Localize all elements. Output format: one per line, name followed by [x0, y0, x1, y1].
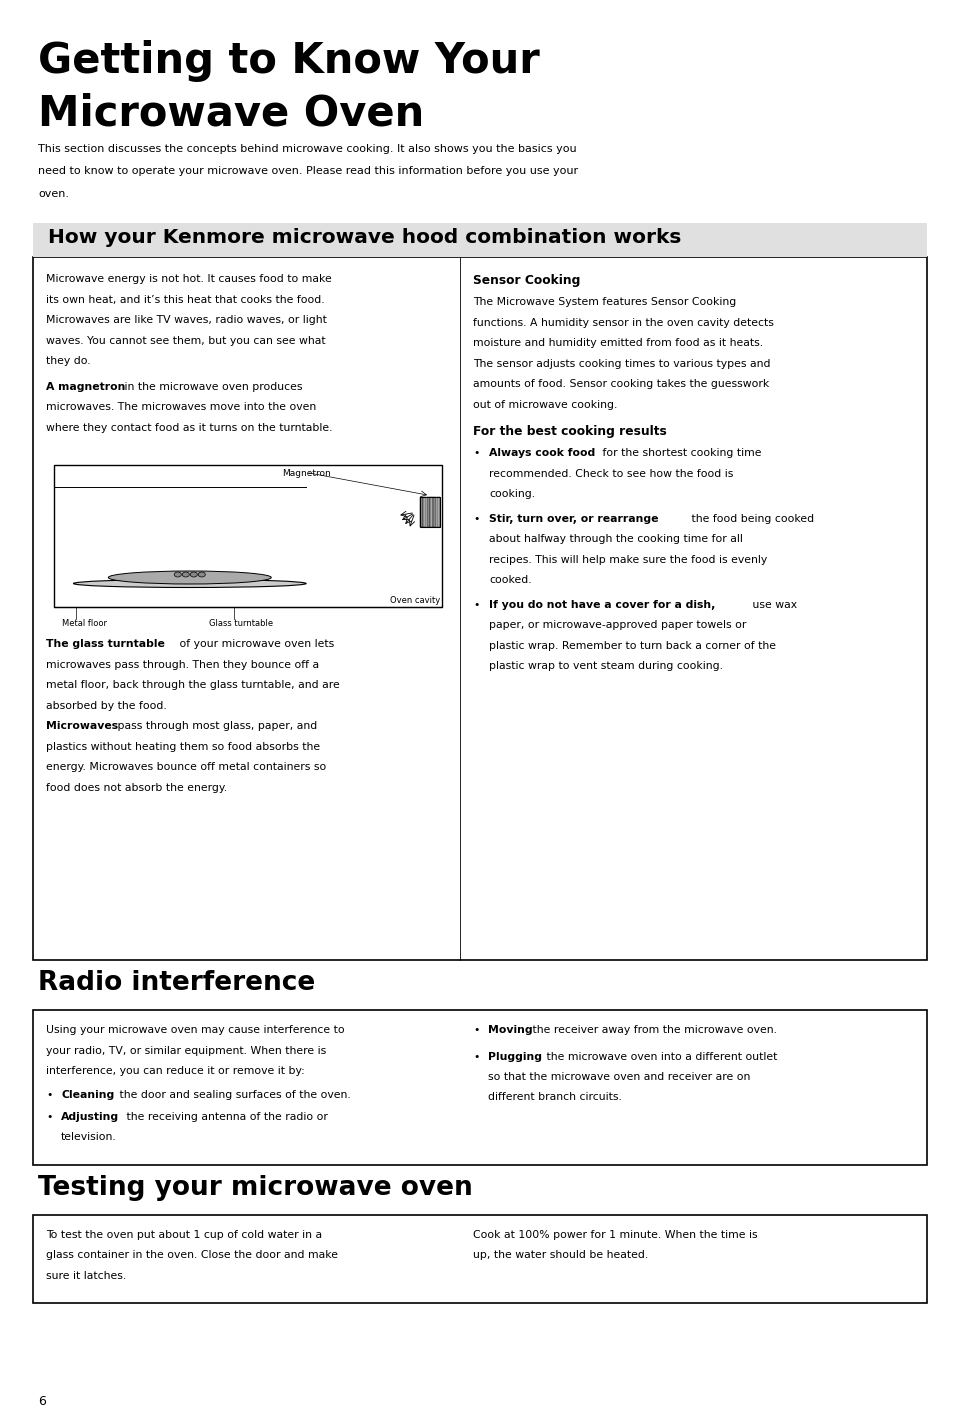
Bar	[430, 498, 433, 528]
Bar	[426, 498, 429, 528]
Text: Microwaves: Microwaves	[46, 722, 118, 732]
Text: they do.: they do.	[46, 357, 91, 366]
Text: for the shortest cooking time: for the shortest cooking time	[598, 449, 760, 458]
Text: the door and sealing surfaces of the oven.: the door and sealing surfaces of the ove…	[115, 1090, 350, 1099]
Text: out of microwave cooking.: out of microwave cooking.	[473, 400, 617, 410]
Ellipse shape	[190, 572, 197, 577]
Text: Using your microwave oven may cause interference to: Using your microwave oven may cause inte…	[46, 1024, 344, 1034]
Text: recommended. Check to see how the food is: recommended. Check to see how the food i…	[489, 468, 733, 480]
Text: your radio, TV, or similar equipment. When there is: your radio, TV, or similar equipment. Wh…	[46, 1046, 326, 1056]
Text: paper, or microwave-approved paper towels or: paper, or microwave-approved paper towel…	[489, 621, 745, 631]
Text: where they contact food as it turns on the turntable.: where they contact food as it turns on t…	[46, 423, 333, 433]
Text: If you do not have a cover for a dish,: If you do not have a cover for a dish,	[489, 600, 715, 610]
Text: 6: 6	[38, 1395, 46, 1408]
Text: •: •	[473, 514, 478, 524]
Text: •: •	[473, 600, 478, 610]
Text: •: •	[46, 1112, 52, 1122]
Text: so that the microwave oven and receiver are on: so that the microwave oven and receiver …	[488, 1073, 750, 1082]
Ellipse shape	[198, 572, 205, 577]
Bar	[54, 466, 441, 607]
Bar	[33, 224, 926, 258]
Text: How your Kenmore microwave hood combination works: How your Kenmore microwave hood combinat…	[48, 228, 680, 248]
Text: plastic wrap. Remember to turn back a corner of the: plastic wrap. Remember to turn back a co…	[489, 641, 775, 651]
Text: microwaves pass through. Then they bounce off a: microwaves pass through. Then they bounc…	[46, 659, 319, 669]
Text: oven.: oven.	[38, 190, 69, 200]
Bar	[436, 498, 439, 528]
Text: use wax: use wax	[748, 600, 797, 610]
Ellipse shape	[174, 572, 181, 577]
Text: Magnetron: Magnetron	[281, 470, 331, 478]
Bar	[33, 1010, 926, 1165]
Text: •: •	[46, 1090, 52, 1099]
Text: its own heat, and it’s this heat that cooks the food.: its own heat, and it’s this heat that co…	[46, 294, 324, 306]
Text: Cook at 100% power for 1 minute. When the time is: Cook at 100% power for 1 minute. When th…	[473, 1230, 757, 1240]
Text: metal floor, back through the glass turntable, and are: metal floor, back through the glass turn…	[46, 681, 339, 691]
Text: microwaves. The microwaves move into the oven: microwaves. The microwaves move into the…	[46, 402, 315, 413]
Text: about halfway through the cooking time for all: about halfway through the cooking time f…	[489, 535, 742, 545]
Bar	[433, 498, 436, 528]
Text: To test the oven put about 1 cup of cold water in a: To test the oven put about 1 cup of cold…	[46, 1230, 322, 1240]
Text: the receiving antenna of the radio or: the receiving antenna of the radio or	[123, 1112, 327, 1122]
Text: the microwave oven into a different outlet: the microwave oven into a different outl…	[542, 1051, 777, 1061]
Text: Testing your microwave oven: Testing your microwave oven	[38, 1174, 473, 1201]
Text: Stir, turn over, or rearrange: Stir, turn over, or rearrange	[489, 514, 658, 524]
Text: of your microwave oven lets: of your microwave oven lets	[176, 640, 335, 649]
Text: sure it latches.: sure it latches.	[46, 1271, 126, 1281]
Text: functions. A humidity sensor in the oven cavity detects: functions. A humidity sensor in the oven…	[473, 318, 773, 328]
Text: The sensor adjusts cooking times to various types and: The sensor adjusts cooking times to vari…	[473, 359, 770, 369]
Text: For the best cooking results: For the best cooking results	[473, 426, 666, 439]
Text: •: •	[473, 449, 478, 458]
Text: food does not absorb the energy.: food does not absorb the energy.	[46, 782, 227, 792]
Text: television.: television.	[61, 1132, 116, 1142]
Text: Microwaves are like TV waves, radio waves, or light: Microwaves are like TV waves, radio wave…	[46, 316, 327, 325]
Text: in the microwave oven produces: in the microwave oven produces	[121, 382, 302, 392]
Text: the food being cooked: the food being cooked	[687, 514, 813, 524]
Text: Microwave Oven: Microwave Oven	[38, 92, 424, 134]
Text: Glass turntable: Glass turntable	[209, 620, 274, 628]
Text: amounts of food. Sensor cooking takes the guesswork: amounts of food. Sensor cooking takes th…	[473, 379, 768, 389]
Bar	[423, 498, 426, 528]
Text: glass container in the oven. Close the door and make: glass container in the oven. Close the d…	[46, 1251, 337, 1261]
Text: pass through most glass, paper, and: pass through most glass, paper, and	[114, 722, 317, 732]
Text: absorbed by the food.: absorbed by the food.	[46, 700, 167, 710]
Text: The glass turntable: The glass turntable	[46, 640, 165, 649]
Bar	[419, 498, 422, 528]
Ellipse shape	[182, 572, 189, 577]
Text: waves. You cannot see them, but you can see what: waves. You cannot see them, but you can …	[46, 335, 325, 347]
Text: •: •	[473, 1024, 478, 1034]
Text: moisture and humidity emitted from food as it heats.: moisture and humidity emitted from food …	[473, 338, 762, 348]
Text: interference, you can reduce it or remove it by:: interference, you can reduce it or remov…	[46, 1065, 304, 1075]
Bar	[33, 1215, 926, 1303]
Text: This section discusses the concepts behind microwave cooking. It also shows you : This section discusses the concepts behi…	[38, 144, 576, 154]
Text: energy. Microwaves bounce off metal containers so: energy. Microwaves bounce off metal cont…	[46, 763, 326, 773]
Text: plastic wrap to vent steam during cooking.: plastic wrap to vent steam during cookin…	[489, 661, 722, 672]
Text: different branch circuits.: different branch circuits.	[488, 1092, 621, 1102]
Text: Plugging: Plugging	[488, 1051, 541, 1061]
Text: The Microwave System features Sensor Cooking: The Microwave System features Sensor Coo…	[473, 297, 736, 307]
Text: Radio interference: Radio interference	[38, 971, 314, 996]
Text: Cleaning: Cleaning	[61, 1090, 114, 1099]
Text: up, the water should be heated.: up, the water should be heated.	[473, 1251, 648, 1261]
Text: Getting to Know Your: Getting to Know Your	[38, 40, 539, 82]
Text: Adjusting: Adjusting	[61, 1112, 119, 1122]
Bar	[419, 498, 439, 528]
Text: Microwave energy is not hot. It causes food to make: Microwave energy is not hot. It causes f…	[46, 275, 332, 284]
Text: •: •	[473, 1051, 478, 1061]
Text: recipes. This will help make sure the food is evenly: recipes. This will help make sure the fo…	[489, 555, 766, 565]
Ellipse shape	[109, 572, 271, 584]
Text: cooked.: cooked.	[489, 576, 531, 586]
Bar	[33, 258, 926, 959]
Text: Metal floor: Metal floor	[62, 620, 107, 628]
Text: the receiver away from the microwave oven.: the receiver away from the microwave ove…	[529, 1024, 777, 1034]
Ellipse shape	[73, 580, 306, 587]
Text: A magnetron: A magnetron	[46, 382, 125, 392]
Text: Always cook food: Always cook food	[489, 449, 595, 458]
Text: Oven cavity: Oven cavity	[390, 597, 439, 606]
Text: Moving: Moving	[488, 1024, 532, 1034]
Text: need to know to operate your microwave oven. Please read this information before: need to know to operate your microwave o…	[38, 167, 578, 177]
Text: plastics without heating them so food absorbs the: plastics without heating them so food ab…	[46, 741, 320, 751]
Text: cooking.: cooking.	[489, 490, 535, 499]
Text: Sensor Cooking: Sensor Cooking	[473, 275, 579, 287]
